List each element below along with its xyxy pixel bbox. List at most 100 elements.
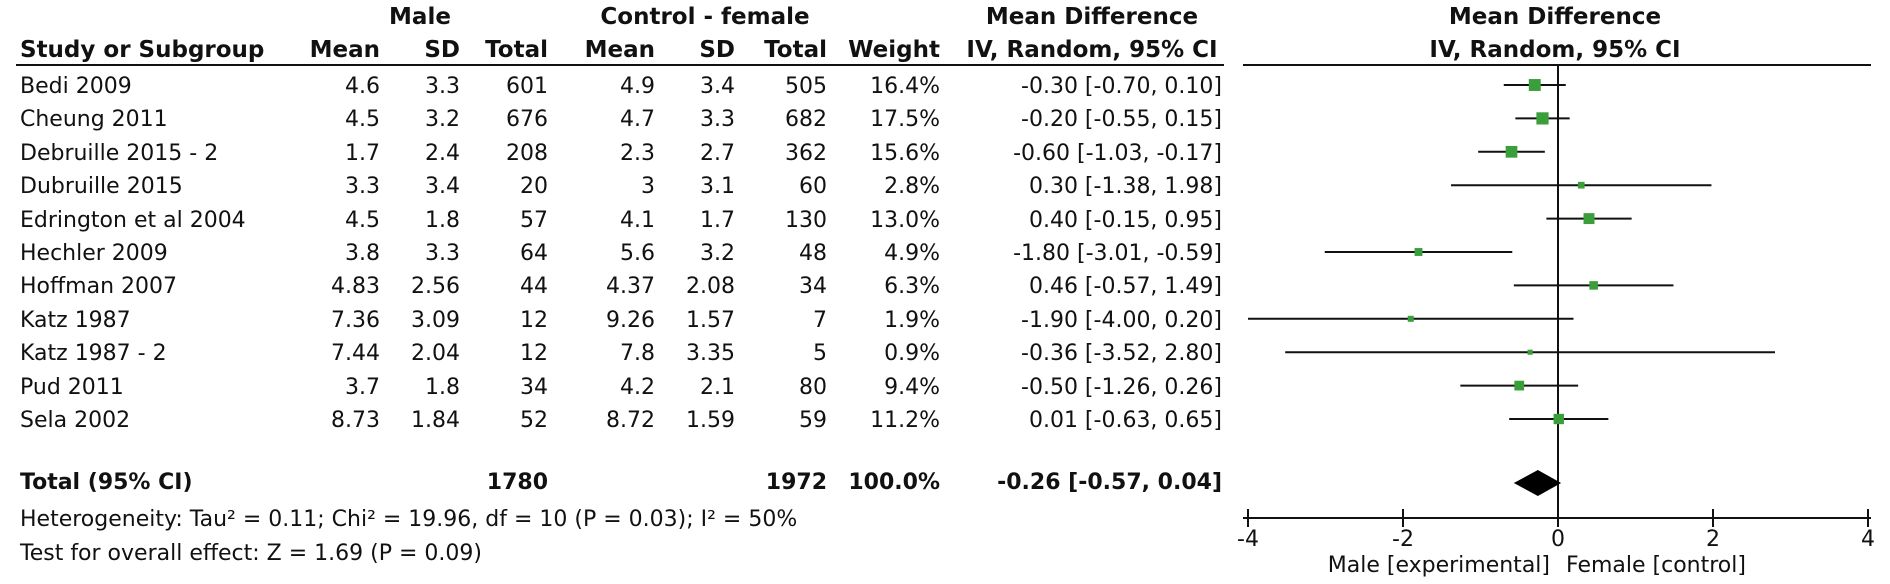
total-ci: -0.26 [-0.57, 0.04]	[997, 470, 1222, 495]
study-name: Katz 1987	[20, 307, 131, 333]
total-control: 362	[785, 140, 827, 166]
total-control: 682	[785, 107, 827, 133]
col-header-total-male: Total	[485, 37, 548, 63]
x-tick-label: 4	[1861, 527, 1875, 552]
sd-male: 3.09	[411, 307, 460, 333]
total-control: 130	[785, 207, 827, 233]
total-male: 676	[506, 107, 548, 133]
x-label-right: Female [control]	[1566, 553, 1746, 578]
study-name: Sela 2002	[20, 408, 131, 433]
sd-control: 1.57	[686, 307, 735, 333]
x-tick-label: -2	[1392, 527, 1414, 552]
overall-effect-text: Test for overall effect: Z = 1.69 (P = 0…	[20, 541, 482, 566]
sd-male: 3.3	[425, 74, 460, 99]
effect-marker	[1553, 413, 1564, 425]
ci-text: 0.40 [-0.15, 0.95]	[1028, 207, 1222, 233]
effect-marker	[1589, 281, 1598, 290]
col-header-mean-male: Mean	[309, 37, 380, 63]
mean-male: 3.7	[345, 374, 380, 400]
x-tick-label: 2	[1706, 527, 1720, 552]
col-header-weight: Weight	[848, 37, 940, 63]
mean-control: 4.7	[620, 107, 655, 133]
mean-control: 2.3	[620, 140, 655, 166]
total-male: 12	[520, 341, 548, 367]
sd-control: 1.59	[686, 408, 735, 433]
md-header-title: Mean Difference	[985, 4, 1199, 30]
ci-text: -1.90 [-4.00, 0.20]	[1021, 307, 1222, 333]
mean-control: 7.8	[620, 341, 655, 367]
x-tick-label: -4	[1237, 527, 1259, 552]
mean-male: 4.5	[345, 207, 380, 233]
total-n-male: 1780	[486, 470, 548, 495]
md-header-method: IV, Random, 95% CI	[966, 37, 1218, 63]
study-name: Debruille 2015 - 2	[20, 140, 219, 166]
col-header-study: Study or Subgroup	[20, 37, 265, 63]
ci-text: -0.60 [-1.03, -0.17]	[1013, 140, 1222, 166]
mean-control: 8.72	[606, 408, 655, 433]
total-control: 80	[799, 374, 827, 400]
sd-male: 3.3	[425, 241, 460, 266]
weight: 11.2%	[870, 408, 940, 433]
col-header-total-control: Total	[764, 37, 827, 63]
weight: 1.9%	[884, 307, 940, 333]
header-rule-table	[16, 64, 1224, 66]
heterogeneity-text: Heterogeneity: Tau² = 0.11; Chi² = 19.96…	[20, 507, 798, 532]
total-n-control: 1972	[765, 470, 827, 495]
total-control: 59	[799, 408, 827, 433]
study-name: Hoffman 2007	[20, 274, 177, 300]
col-header-sd-male: SD	[424, 37, 460, 63]
x-label-left: Male [experimental]	[1328, 553, 1550, 578]
mean-male: 4.6	[345, 74, 380, 99]
col-header-mean-control: Mean	[584, 37, 655, 63]
mean-male: 3.8	[345, 241, 380, 266]
mean-male: 8.73	[331, 408, 380, 433]
weight: 17.5%	[870, 107, 940, 133]
total-control: 34	[799, 274, 827, 300]
weight: 15.6%	[870, 140, 940, 166]
plot-header-title: Mean Difference	[1448, 4, 1662, 30]
weight: 13.0%	[870, 207, 940, 233]
study-name: Hechler 2009	[20, 241, 168, 266]
mean-control: 9.26	[606, 307, 655, 333]
mean-control: 4.37	[606, 274, 655, 300]
study-name: Cheung 2011	[20, 107, 168, 133]
total-label: Total (95% CI)	[20, 470, 193, 495]
ci-text: -1.80 [-3.01, -0.59]	[1013, 241, 1222, 266]
weight: 9.4%	[884, 374, 940, 400]
total-male: 12	[520, 307, 548, 333]
ci-text: -0.50 [-1.26, 0.26]	[1021, 374, 1222, 400]
mean-male: 1.7	[345, 140, 380, 166]
mean-male: 7.36	[331, 307, 380, 333]
total-male: 52	[520, 408, 548, 433]
ci-text: 0.01 [-0.63, 0.65]	[1028, 408, 1222, 433]
mean-control: 4.1	[620, 207, 655, 233]
plot-header-method: IV, Random, 95% CI	[1429, 37, 1681, 63]
ci-text: 0.30 [-1.38, 1.98]	[1028, 174, 1222, 200]
total-control: 48	[799, 241, 827, 266]
mean-male: 4.5	[345, 107, 380, 133]
effect-marker	[1514, 380, 1525, 391]
mean-male: 7.44	[331, 341, 380, 367]
weight: 4.9%	[884, 241, 940, 266]
sd-control: 1.7	[700, 207, 735, 233]
ci-text: -0.20 [-0.55, 0.15]	[1021, 107, 1222, 133]
total-control: 5	[813, 341, 827, 367]
effect-marker	[1536, 112, 1549, 125]
effect-marker	[1407, 315, 1414, 322]
sd-control: 3.35	[686, 341, 735, 367]
total-male: 64	[520, 241, 548, 266]
effect-marker	[1505, 145, 1518, 158]
total-male: 601	[506, 74, 548, 99]
mean-male: 4.83	[331, 274, 380, 300]
effect-marker	[1414, 248, 1423, 256]
total-male: 34	[520, 374, 548, 400]
sd-control: 2.1	[700, 374, 735, 400]
study-name: Bedi 2009	[20, 74, 132, 99]
weight: 2.8%	[884, 174, 940, 200]
group-header-male: Male	[389, 4, 451, 30]
weight: 0.9%	[884, 341, 940, 367]
sd-male: 2.04	[411, 341, 460, 367]
sd-male: 2.4	[425, 140, 460, 166]
study-name: Pud 2011	[20, 374, 124, 400]
